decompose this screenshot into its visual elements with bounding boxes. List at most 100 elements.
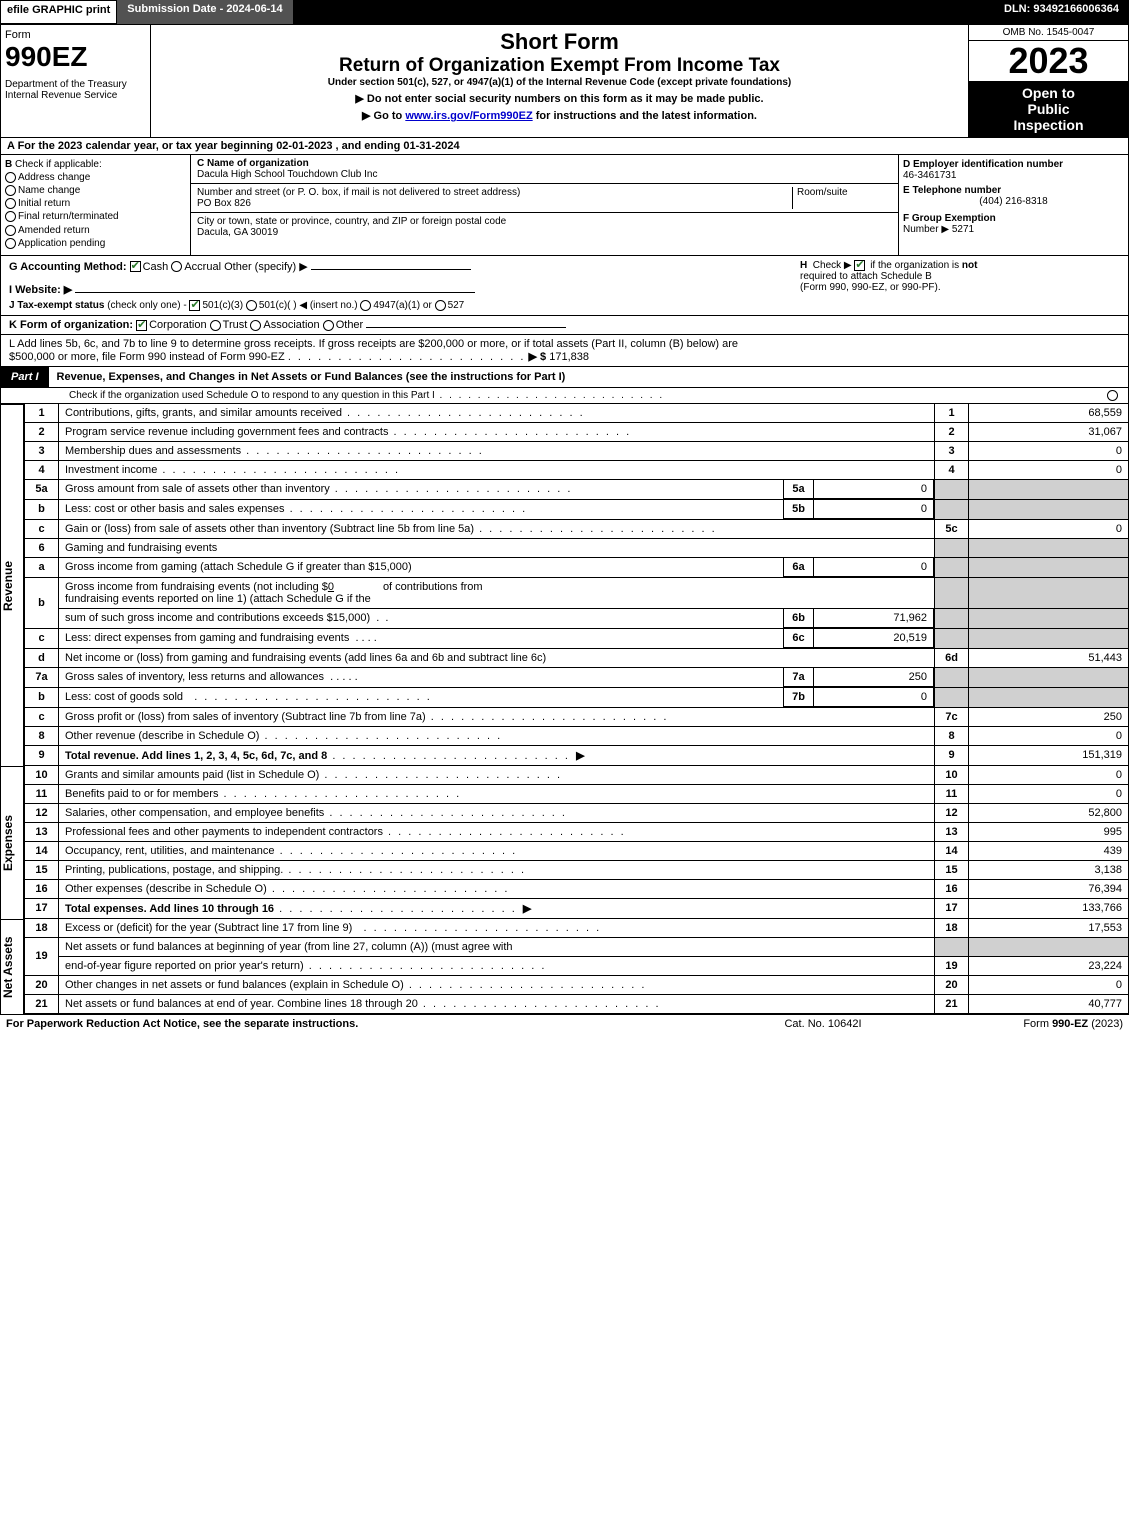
table-row: 18Excess or (deficit) for the year (Subt… <box>25 919 1129 938</box>
line-a-tax-year: A For the 2023 calendar year, or tax yea… <box>0 138 1129 155</box>
table-row: 15Printing, publications, postage, and s… <box>25 860 1129 879</box>
street-cell: Number and street (or P. O. box, if mail… <box>191 184 898 213</box>
expenses-table: 10Grants and similar amounts paid (list … <box>24 766 1129 919</box>
table-row: 20Other changes in net assets or fund ba… <box>25 975 1129 994</box>
city-state-zip: Dacula, GA 30019 <box>197 227 892 238</box>
table-row: 11Benefits paid to or for members110 <box>25 784 1129 803</box>
expenses-section: Expenses 10Grants and similar amounts pa… <box>0 766 1129 919</box>
title-short-form: Short Form <box>155 29 964 55</box>
dept-treasury: Department of the Treasury <box>5 79 146 90</box>
table-row: end-of-year figure reported on prior yea… <box>25 956 1129 975</box>
check-527[interactable] <box>435 300 446 311</box>
revenue-section: Revenue 1Contributions, gifts, grants, a… <box>0 404 1129 766</box>
table-row: sum of such gross income and contributio… <box>25 608 1129 628</box>
table-row: 16Other expenses (describe in Schedule O… <box>25 879 1129 898</box>
ein-label: D Employer identification number <box>903 159 1124 170</box>
table-row: aGross income from gaming (attach Schedu… <box>25 557 1129 577</box>
table-row: 6Gaming and fundraising events <box>25 538 1129 557</box>
table-row: 3Membership dues and assessments30 <box>25 441 1129 460</box>
check-application-pending[interactable]: Application pending <box>5 238 186 249</box>
table-row: 5aGross amount from sale of assets other… <box>25 479 1129 499</box>
schedule-o-check-line: Check if the organization used Schedule … <box>0 388 1129 404</box>
column-def: D Employer identification number 46-3461… <box>898 155 1128 255</box>
ein-value: 46-3461731 <box>903 170 1124 181</box>
table-row: 17Total expenses. Add lines 10 through 1… <box>25 898 1129 918</box>
subtitle: Under section 501(c), 527, or 4947(a)(1)… <box>155 77 964 88</box>
revenue-table: 1Contributions, gifts, grants, and simil… <box>24 404 1129 766</box>
table-row: bLess: cost or other basis and sales exp… <box>25 499 1129 519</box>
header-right: OMB No. 1545-0047 2023 Open to Public In… <box>968 25 1128 137</box>
check-final-return[interactable]: Final return/terminated <box>5 211 186 222</box>
table-row: bLess: cost of goods sold 7b0 <box>25 687 1129 707</box>
page-footer: For Paperwork Reduction Act Notice, see … <box>0 1014 1129 1033</box>
check-501c3[interactable] <box>189 300 200 311</box>
table-row: 4Investment income40 <box>25 460 1129 479</box>
line-j: J Tax-exempt status (check only one) - 5… <box>9 300 800 311</box>
table-row: bGross income from fundraising events (n… <box>25 577 1129 608</box>
check-accrual[interactable] <box>171 261 182 272</box>
footer-paperwork: For Paperwork Reduction Act Notice, see … <box>6 1018 723 1030</box>
table-row: dNet income or (loss) from gaming and fu… <box>25 648 1129 667</box>
phone-value: (404) 216-8318 <box>903 196 1124 207</box>
table-row: cGross profit or (loss) from sales of in… <box>25 707 1129 726</box>
header-left: Form 990EZ Department of the Treasury In… <box>1 25 151 137</box>
expenses-label: Expenses <box>0 766 24 919</box>
instr-no-ssn: ▶ Do not enter social security numbers o… <box>155 92 964 105</box>
gij-column: G Accounting Method: Cash Accrual Other … <box>9 260 800 311</box>
net-assets-table: 18Excess or (deficit) for the year (Subt… <box>24 919 1129 1014</box>
org-name-cell: C Name of organization Dacula High Schoo… <box>191 155 898 184</box>
efile-print-label: efile GRAPHIC print <box>0 0 117 24</box>
table-row: 14Occupancy, rent, utilities, and mainte… <box>25 841 1129 860</box>
part-i-title: Revenue, Expenses, and Changes in Net As… <box>49 367 1128 387</box>
column-c: C Name of organization Dacula High Schoo… <box>191 155 898 255</box>
check-corporation[interactable] <box>136 320 147 331</box>
check-501c[interactable] <box>246 300 257 311</box>
table-row: 21Net assets or fund balances at end of … <box>25 994 1129 1013</box>
submission-date: Submission Date - 2024-06-14 <box>117 0 292 24</box>
check-initial-return[interactable]: Initial return <box>5 198 186 209</box>
room-suite-label: Room/suite <box>792 187 892 209</box>
table-row: 9Total revenue. Add lines 1, 2, 3, 4, 5c… <box>25 745 1129 765</box>
table-row: cLess: direct expenses from gaming and f… <box>25 628 1129 648</box>
table-row: 8Other revenue (describe in Schedule O)8… <box>25 726 1129 745</box>
section-b-c-def: B Check if applicable: Address change Na… <box>0 155 1129 256</box>
footer-cat-no: Cat. No. 10642I <box>723 1018 923 1030</box>
dln-label: DLN: 93492166006364 <box>994 0 1129 24</box>
part-i-header: Part I Revenue, Expenses, and Changes in… <box>0 367 1129 388</box>
table-row: cGain or (loss) from sale of assets othe… <box>25 519 1129 538</box>
title-return-exempt: Return of Organization Exempt From Incom… <box>155 55 964 77</box>
net-assets-label: Net Assets <box>0 919 24 1014</box>
line-g: G Accounting Method: Cash Accrual Other … <box>9 260 800 273</box>
form-header: Form 990EZ Department of the Treasury In… <box>0 24 1129 138</box>
form-number: 990EZ <box>5 41 146 73</box>
check-amended-return[interactable]: Amended return <box>5 225 186 236</box>
check-address-change[interactable]: Address change <box>5 172 186 183</box>
net-assets-section: Net Assets 18Excess or (deficit) for the… <box>0 919 1129 1014</box>
check-trust[interactable] <box>210 320 221 331</box>
section-g-h-i-j: G Accounting Method: Cash Accrual Other … <box>0 256 1129 316</box>
check-other-org[interactable] <box>323 320 334 331</box>
group-exemption: F Group Exemption Number ▶ 5271 <box>903 213 1124 235</box>
table-row: 1Contributions, gifts, grants, and simil… <box>25 404 1129 423</box>
line-i: I Website: ▶ <box>9 283 800 296</box>
irs-link[interactable]: www.irs.gov/Form990EZ <box>405 110 532 122</box>
line-h: H Check ▶ if the organization is not req… <box>800 260 1120 311</box>
open-public-badge: Open to Public Inspection <box>969 81 1128 137</box>
tax-year: 2023 <box>969 41 1128 81</box>
column-b: B Check if applicable: Address change Na… <box>1 155 191 255</box>
street-address: PO Box 826 <box>197 198 792 209</box>
instr-goto: ▶ Go to www.irs.gov/Form990EZ for instru… <box>155 109 964 122</box>
table-row: 7aGross sales of inventory, less returns… <box>25 667 1129 687</box>
check-association[interactable] <box>250 320 261 331</box>
irs-label: Internal Revenue Service <box>5 90 146 101</box>
line-l: L Add lines 5b, 6c, and 7b to line 9 to … <box>0 335 1129 367</box>
check-name-change[interactable]: Name change <box>5 185 186 196</box>
form-word: Form <box>5 29 31 41</box>
footer-form-ref: Form 990-EZ (2023) <box>923 1018 1123 1030</box>
header-title-block: Short Form Return of Organization Exempt… <box>151 25 968 137</box>
check-4947[interactable] <box>360 300 371 311</box>
check-cash[interactable] <box>130 261 141 272</box>
table-row: 13Professional fees and other payments t… <box>25 822 1129 841</box>
check-schedule-b-not-required[interactable] <box>854 260 865 271</box>
check-schedule-o-part1[interactable] <box>1107 390 1118 401</box>
